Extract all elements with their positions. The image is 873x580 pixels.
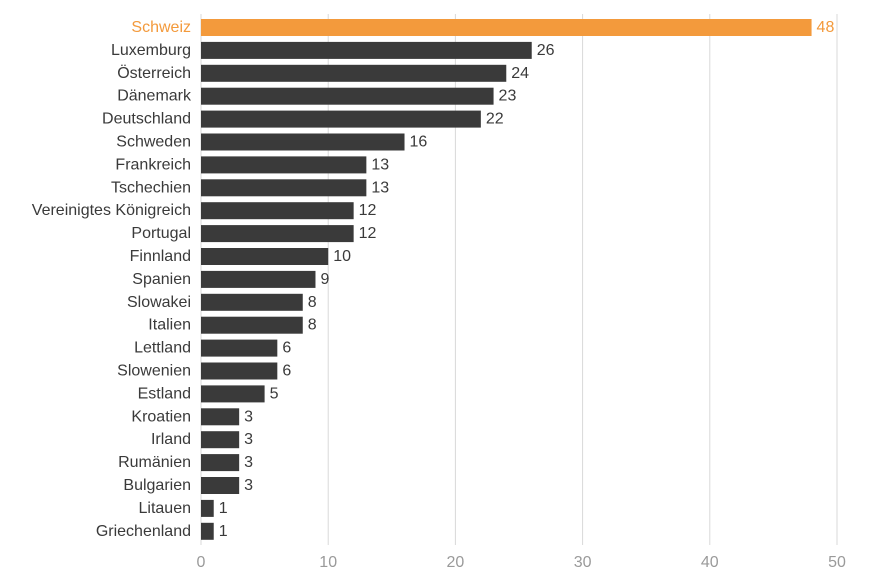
category-label: Finnland [130,248,191,265]
bar-irland [201,431,240,449]
bar-slowenien [201,362,278,380]
value-label: 48 [817,19,835,36]
value-label: 8 [308,294,317,311]
x-tick-label: 10 [319,554,337,571]
x-tick-label: 20 [447,554,465,571]
bar-luxemburg [201,41,532,59]
category-label: Österreich [117,64,191,82]
category-label: Irland [151,431,191,448]
category-label: Spanien [132,271,191,288]
category-label: Deutschland [102,111,191,128]
category-label: Italien [148,317,191,334]
value-label: 5 [270,385,279,402]
value-label: 26 [537,42,555,59]
bars [201,19,812,540]
bar-kroatien [201,408,240,426]
value-label: 13 [371,179,389,196]
value-label: 16 [410,134,428,151]
category-labels: Schweiz Luxemburg Österreich Dänemark Deutsc… [32,19,192,540]
value-label: 3 [244,431,253,448]
bar-schweden [201,133,405,151]
category-label: Slowenien [117,363,191,380]
bar-schweiz [201,19,812,36]
value-label: 3 [244,477,253,494]
x-tick-label: 50 [828,554,846,571]
x-tick-label: 0 [197,554,206,571]
category-label: Schweiz [131,19,191,36]
bar-finnland [201,248,329,265]
value-label: 22 [486,111,504,128]
bar-rumänien [201,454,240,472]
category-label: Dänemark [117,88,192,105]
category-label: Schweden [116,134,191,151]
category-label: Griechenland [96,523,191,540]
category-label: Kroatien [131,408,191,425]
category-label: Frankreich [115,156,191,173]
category-label: Lettland [134,340,191,357]
bar-bulgarien [201,477,240,494]
x-axis-tick-labels: 0 10 20 30 40 50 [197,554,846,571]
category-label: Estland [138,385,191,402]
value-label: 9 [320,271,329,288]
value-label: 1 [219,523,228,540]
bar-estland [201,385,265,403]
x-tick-label: 30 [574,554,592,571]
bar-vereinigtes-königreich [201,202,354,220]
bar-griechenland [201,522,214,540]
bar-spanien [201,270,316,288]
bar-deutschland [201,110,481,128]
category-label: Vereinigtes Königreich [32,202,191,219]
bar-litauen [201,499,214,517]
category-label: Bulgarien [123,477,191,494]
category-label: Portugal [131,225,191,242]
value-label: 12 [359,225,377,242]
value-label: 24 [511,65,529,82]
value-label: 12 [359,202,377,219]
category-label: Luxemburg [111,42,191,59]
value-label: 8 [308,317,317,334]
bar-lettland [201,339,278,357]
value-label: 6 [282,363,291,380]
bar-österreich [201,64,507,82]
category-label: Tschechien [111,179,191,196]
category-label: Rumänien [118,454,191,471]
value-label: 1 [219,500,228,517]
x-tick-label: 40 [701,554,719,571]
value-label: 6 [282,340,291,357]
value-label: 13 [371,156,389,173]
bar-tschechien [201,179,367,197]
bar-slowakei [201,293,303,311]
value-label: 23 [499,88,517,105]
category-label: Litauen [139,500,192,517]
value-label: 10 [333,248,351,265]
bar-italien [201,316,303,334]
bar-portugal [201,225,354,243]
value-label: 3 [244,454,253,471]
bar-dänemark [201,87,494,105]
category-label: Slowakei [127,294,191,311]
bar-frankreich [201,156,367,174]
value-label: 3 [244,408,253,425]
